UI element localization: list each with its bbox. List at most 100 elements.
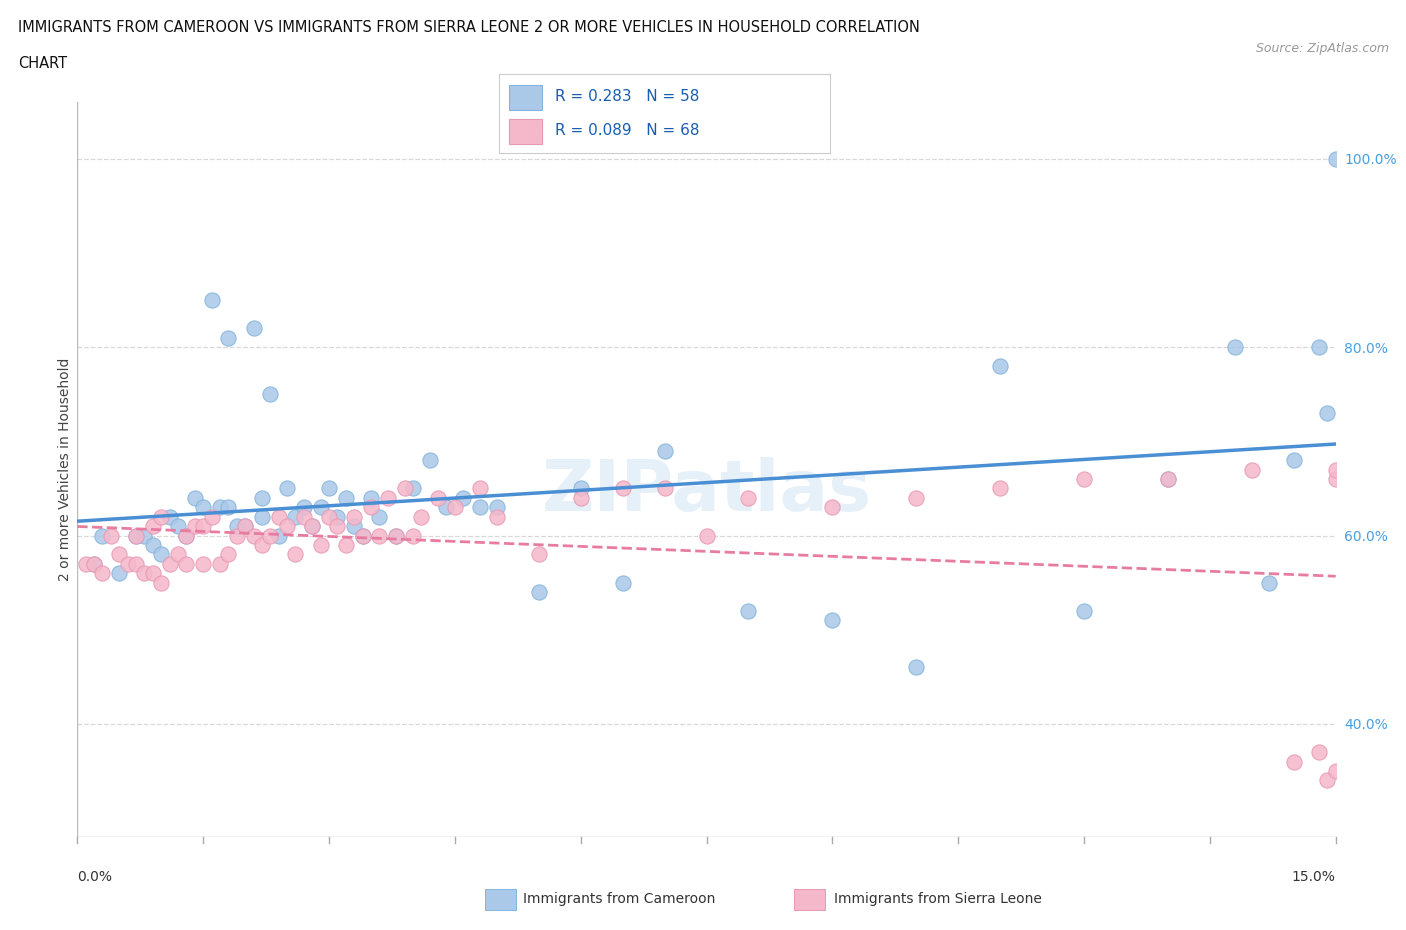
Point	[569, 481, 592, 496]
Point	[108, 565, 131, 580]
Point	[200, 293, 222, 308]
Point	[905, 490, 928, 505]
Point	[1282, 453, 1305, 468]
Point	[134, 565, 156, 580]
Point	[75, 556, 97, 571]
Point	[284, 547, 307, 562]
Point	[167, 519, 190, 534]
Point	[1073, 472, 1095, 486]
Point	[318, 510, 340, 525]
Text: 15.0%: 15.0%	[1292, 870, 1336, 884]
Point	[250, 490, 273, 505]
Point	[468, 500, 491, 515]
Point	[444, 500, 467, 515]
Point	[485, 500, 508, 515]
Point	[360, 500, 382, 515]
Point	[83, 556, 105, 571]
Point	[117, 556, 139, 571]
Point	[368, 510, 391, 525]
Point	[125, 556, 148, 571]
Point	[100, 528, 122, 543]
Point	[309, 500, 332, 515]
Point	[385, 528, 408, 543]
Point	[402, 528, 425, 543]
Point	[427, 490, 450, 505]
Point	[402, 481, 425, 496]
Point	[267, 510, 290, 525]
Point	[696, 528, 718, 543]
Point	[527, 547, 550, 562]
Point	[485, 510, 508, 525]
Point	[233, 519, 256, 534]
Point	[905, 660, 928, 675]
Point	[360, 490, 382, 505]
Point	[200, 510, 222, 525]
Point	[1240, 462, 1263, 477]
Point	[385, 528, 408, 543]
Text: ZIPatlas: ZIPatlas	[541, 458, 872, 526]
Point	[612, 481, 634, 496]
Point	[988, 481, 1011, 496]
Bar	[509, 119, 543, 144]
Bar	[509, 85, 543, 110]
Point	[259, 387, 281, 402]
Point	[134, 528, 156, 543]
Text: Immigrants from Cameroon: Immigrants from Cameroon	[523, 892, 716, 907]
Point	[250, 510, 273, 525]
Text: CHART: CHART	[18, 56, 67, 71]
Point	[368, 528, 391, 543]
Point	[225, 519, 247, 534]
Point	[276, 519, 298, 534]
Point	[1308, 339, 1330, 354]
Point	[276, 481, 298, 496]
Point	[91, 565, 114, 580]
Point	[176, 528, 198, 543]
Point	[411, 510, 433, 525]
Point	[125, 528, 148, 543]
Text: IMMIGRANTS FROM CAMEROON VS IMMIGRANTS FROM SIERRA LEONE 2 OR MORE VEHICLES IN H: IMMIGRANTS FROM CAMEROON VS IMMIGRANTS F…	[18, 20, 920, 35]
Point	[217, 547, 239, 562]
Point	[150, 510, 173, 525]
Y-axis label: 2 or more Vehicles in Household: 2 or more Vehicles in Household	[58, 358, 72, 581]
Point	[142, 519, 165, 534]
Point	[394, 481, 416, 496]
Point	[377, 490, 399, 505]
Text: Immigrants from Sierra Leone: Immigrants from Sierra Leone	[834, 892, 1042, 907]
Point	[167, 547, 190, 562]
Point	[191, 556, 215, 571]
Point	[343, 519, 366, 534]
Point	[184, 490, 207, 505]
Point	[1324, 152, 1347, 166]
Point	[301, 519, 323, 534]
Point	[737, 490, 759, 505]
Point	[191, 500, 215, 515]
Point	[352, 528, 374, 543]
Point	[654, 481, 676, 496]
Point	[242, 321, 264, 336]
Point	[242, 528, 264, 543]
Point	[1257, 576, 1279, 591]
Point	[292, 510, 315, 525]
Point	[176, 528, 198, 543]
Point	[326, 519, 349, 534]
Point	[419, 453, 441, 468]
Point	[335, 490, 357, 505]
Text: R = 0.089   N = 68: R = 0.089 N = 68	[555, 123, 700, 138]
Point	[142, 538, 165, 552]
Point	[1316, 405, 1339, 420]
Point	[436, 500, 458, 515]
Point	[250, 538, 273, 552]
Point	[208, 556, 231, 571]
Point	[1282, 754, 1305, 769]
Point	[569, 490, 592, 505]
Point	[1324, 764, 1347, 778]
Point	[335, 538, 357, 552]
Point	[1157, 472, 1180, 486]
Point	[1223, 339, 1246, 354]
Point	[267, 528, 290, 543]
Point	[352, 528, 374, 543]
Point	[1316, 773, 1339, 788]
Point	[184, 519, 207, 534]
Point	[612, 576, 634, 591]
Point	[233, 519, 256, 534]
